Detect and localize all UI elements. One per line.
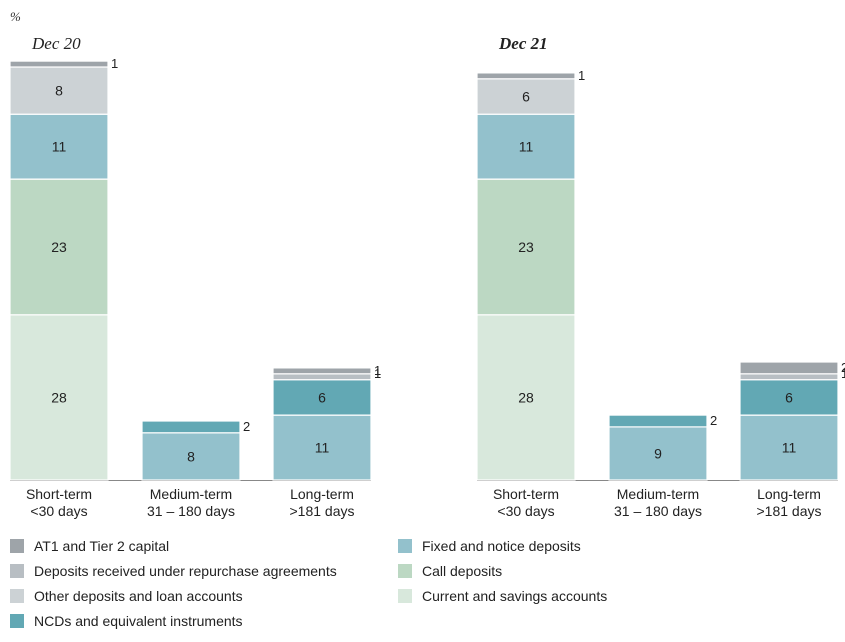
bar-segment (272, 367, 372, 375)
data-label: 6 (522, 89, 530, 105)
bar-segment (476, 178, 576, 316)
category-tick-label: Medium-term (617, 486, 699, 502)
legend-label: Call deposits (422, 563, 503, 579)
category-tick-label: >181 days (290, 503, 355, 519)
legend-item: Current and savings accounts (398, 588, 607, 604)
data-label: 2 (710, 413, 717, 428)
data-label: 11 (782, 440, 797, 456)
legend-label: Fixed and notice deposits (422, 538, 581, 554)
data-label: 11 (315, 440, 330, 456)
bar-segment (272, 414, 372, 481)
legend-item: Fixed and notice deposits (398, 538, 581, 554)
category-tick-label: Short-term (26, 486, 92, 502)
category-tick-label: >181 days (757, 503, 822, 519)
data-label: 2 (243, 419, 250, 434)
legend-swatch (398, 539, 412, 553)
category-tick-label: Medium-term (150, 486, 232, 502)
data-label: 1 (578, 68, 585, 83)
legend-swatch (10, 614, 24, 628)
legend-item: NCDs and equivalent instruments (10, 613, 243, 629)
data-label: 1 (374, 366, 381, 381)
panel-title: Dec 21 (498, 34, 548, 53)
bar-segment (141, 432, 241, 481)
bar-segment (608, 414, 708, 428)
data-label: 11 (52, 139, 67, 155)
bar-segment (476, 72, 576, 80)
data-label: 6 (785, 389, 793, 405)
bar-segment (9, 178, 109, 316)
legend-item: AT1 and Tier 2 capital (10, 538, 169, 554)
unit-label: % (10, 9, 21, 24)
data-label: 11 (519, 139, 534, 155)
legend-item: Other deposits and loan accounts (10, 588, 243, 604)
legend-label: Deposits received under repurchase agree… (34, 563, 337, 579)
data-label: 8 (55, 83, 63, 99)
legend-label: AT1 and Tier 2 capital (34, 538, 170, 554)
bar-segment (739, 361, 839, 375)
data-label: 23 (51, 239, 67, 255)
data-label: 1 (841, 366, 845, 381)
legend-item: Call deposits (398, 563, 502, 579)
bar-segment (739, 373, 839, 381)
panel-title: Dec 20 (31, 34, 81, 53)
legend-swatch (398, 589, 412, 603)
bar-segment (608, 426, 708, 481)
bar-segment (9, 60, 109, 68)
bar-segment (739, 379, 839, 416)
legend-swatch (398, 564, 412, 578)
data-label: 1 (111, 56, 118, 71)
legend-label: NCDs and equivalent instruments (34, 613, 243, 629)
data-label: 2 (841, 360, 845, 375)
data-label: 28 (518, 389, 534, 405)
bar-segment (272, 373, 372, 381)
bar-segment (9, 66, 109, 115)
data-label: 8 (187, 448, 195, 464)
data-label: 9 (654, 445, 662, 461)
data-label: 28 (51, 389, 67, 405)
bar-segment (141, 420, 241, 434)
category-tick-label: 31 – 180 days (614, 503, 702, 519)
category-tick-label: Long-term (290, 486, 354, 502)
bar-segment (9, 314, 109, 481)
bar-segment (272, 379, 372, 416)
category-tick-label: Short-term (493, 486, 559, 502)
legend-label: Other deposits and loan accounts (34, 588, 243, 604)
legend-item: Deposits received under repurchase agree… (10, 563, 337, 579)
data-label: 23 (518, 239, 534, 255)
legend-swatch (10, 539, 24, 553)
category-tick-label: 31 – 180 days (147, 503, 235, 519)
category-tick-label: <30 days (497, 503, 554, 519)
legend-label: Current and savings accounts (422, 588, 608, 604)
category-tick-label: Long-term (757, 486, 821, 502)
data-label: 6 (318, 389, 326, 405)
bar-segment (476, 113, 576, 180)
bar-segment (739, 414, 839, 481)
category-tick-label: <30 days (30, 503, 87, 519)
data-label: 1 (374, 363, 381, 378)
legend-swatch (10, 564, 24, 578)
legend-swatch (10, 589, 24, 603)
